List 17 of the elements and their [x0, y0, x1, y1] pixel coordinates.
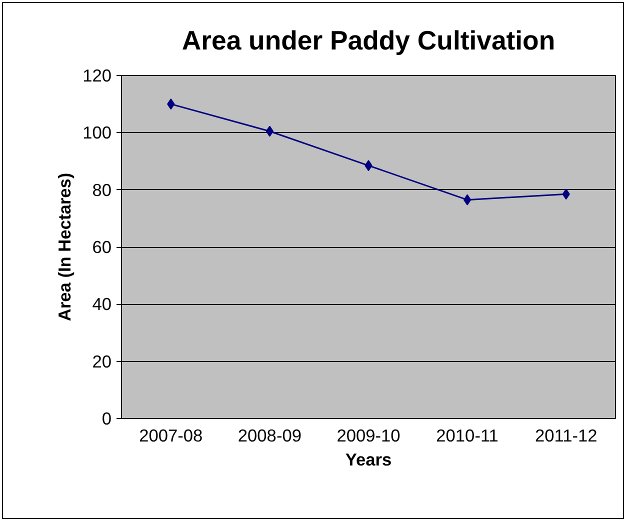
y-tick-label: 100	[82, 122, 112, 143]
y-tick-label: 60	[92, 237, 112, 257]
y-tick-label: 20	[92, 351, 112, 372]
x-tick-label: 2010-11	[436, 426, 498, 446]
y-tick-label: 120	[82, 66, 112, 86]
y-tick-label: 80	[92, 180, 112, 200]
y-tick-label: 40	[92, 294, 112, 314]
point	[463, 194, 472, 206]
x-tick-label: 2008-09	[238, 426, 302, 446]
x-tick-label: 2007-08	[139, 426, 203, 446]
y-tick-label: 0	[102, 408, 112, 428]
x-axis-title: Years	[345, 450, 392, 470]
y-axis-title: Area (In Hectares)	[54, 172, 75, 322]
x-tick-label: 2011-12	[534, 426, 598, 446]
chart-title: Area under Paddy Cultivation	[182, 26, 556, 56]
x-tick-label: 2009-10	[336, 426, 400, 446]
point	[266, 126, 274, 137]
